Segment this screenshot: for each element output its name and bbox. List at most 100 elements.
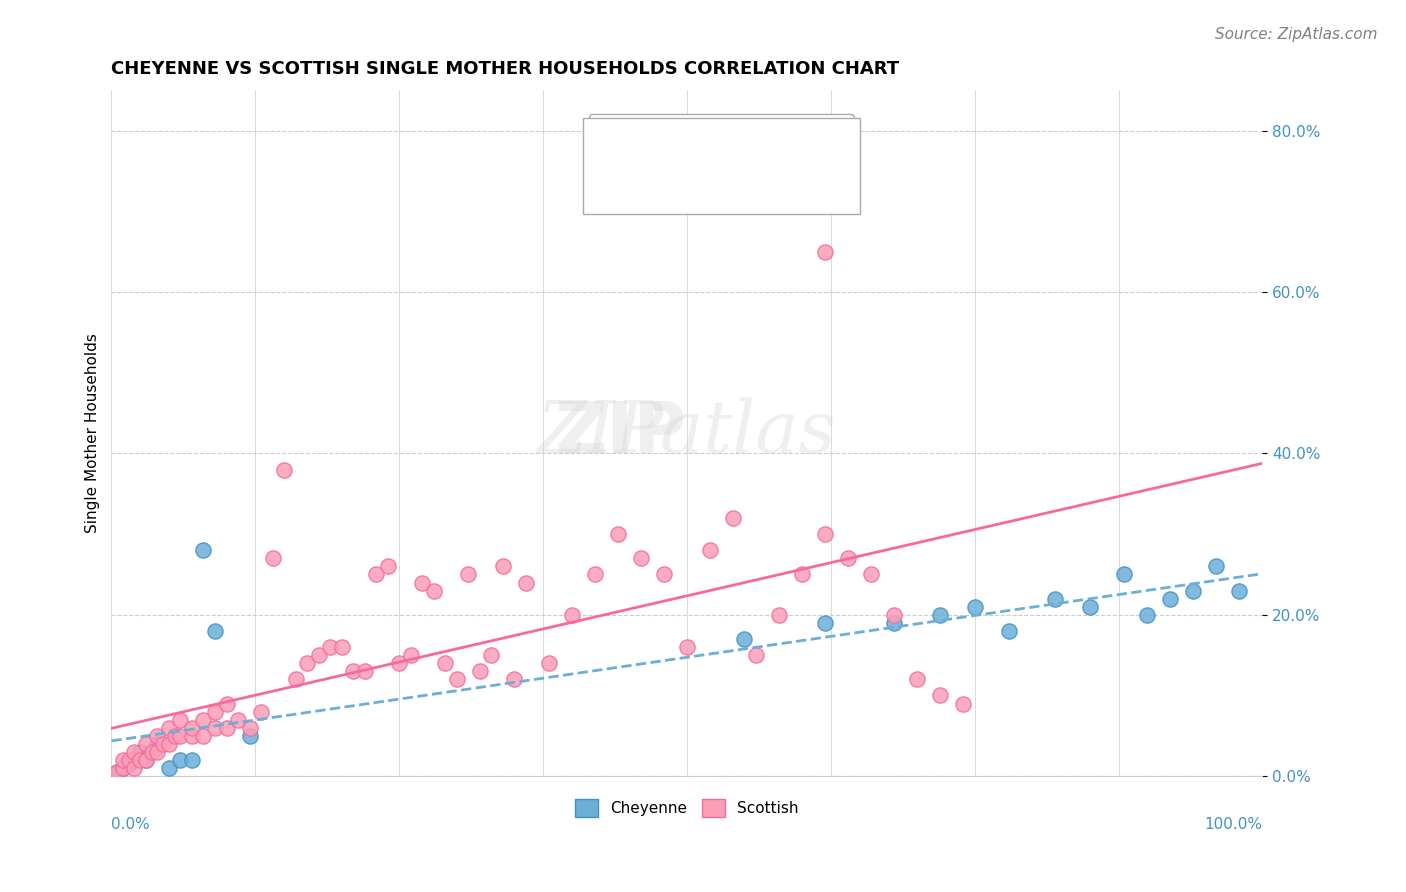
Point bbox=[1114, 567, 1136, 582]
Point bbox=[353, 665, 375, 679]
Point bbox=[262, 551, 284, 566]
Point bbox=[814, 527, 837, 541]
Text: ZIPatlas: ZIPatlas bbox=[537, 398, 837, 468]
Point bbox=[676, 640, 699, 654]
Point bbox=[1205, 559, 1227, 574]
Point bbox=[734, 632, 756, 646]
Point bbox=[699, 543, 721, 558]
Point bbox=[330, 640, 353, 654]
Point bbox=[146, 729, 169, 743]
Point bbox=[790, 567, 813, 582]
Point bbox=[768, 607, 790, 622]
Point bbox=[399, 648, 422, 662]
Point bbox=[215, 721, 238, 735]
Legend: Cheyenne, Scottish: Cheyenne, Scottish bbox=[569, 793, 806, 823]
Point bbox=[284, 673, 307, 687]
Point bbox=[295, 657, 318, 671]
Point bbox=[181, 729, 204, 743]
Text: CHEYENNE VS SCOTTISH SINGLE MOTHER HOUSEHOLDS CORRELATION CHART: CHEYENNE VS SCOTTISH SINGLE MOTHER HOUSE… bbox=[111, 60, 900, 78]
Point bbox=[124, 761, 146, 775]
Point bbox=[561, 607, 583, 622]
Point bbox=[963, 599, 986, 614]
Point bbox=[111, 753, 134, 767]
Point bbox=[105, 765, 128, 780]
Y-axis label: Single Mother Households: Single Mother Households bbox=[86, 334, 100, 533]
Point bbox=[814, 615, 837, 630]
Point bbox=[606, 527, 628, 541]
Point bbox=[1136, 607, 1159, 622]
Point bbox=[1229, 583, 1251, 598]
Point bbox=[860, 567, 883, 582]
Point bbox=[515, 575, 537, 590]
Point bbox=[141, 745, 163, 759]
Point bbox=[457, 567, 479, 582]
Point bbox=[537, 657, 560, 671]
Point bbox=[366, 567, 388, 582]
Point bbox=[998, 624, 1021, 638]
Point bbox=[135, 753, 157, 767]
Point bbox=[929, 607, 952, 622]
Point bbox=[204, 624, 226, 638]
Point bbox=[446, 673, 468, 687]
Point bbox=[468, 665, 491, 679]
Point bbox=[929, 689, 952, 703]
Point bbox=[1045, 591, 1067, 606]
Point bbox=[157, 761, 180, 775]
Point bbox=[479, 648, 502, 662]
Point bbox=[721, 511, 744, 525]
Point bbox=[169, 713, 191, 727]
Point bbox=[105, 765, 128, 780]
Point bbox=[1159, 591, 1181, 606]
Point bbox=[111, 761, 134, 775]
Point bbox=[118, 757, 141, 772]
Text: ZIP: ZIP bbox=[555, 399, 688, 467]
Point bbox=[146, 745, 169, 759]
Point bbox=[342, 665, 364, 679]
Point bbox=[883, 615, 905, 630]
Point bbox=[630, 551, 652, 566]
Point bbox=[204, 705, 226, 719]
Point bbox=[124, 745, 146, 759]
Point bbox=[135, 737, 157, 751]
Point bbox=[583, 567, 606, 582]
Point bbox=[492, 559, 515, 574]
Point bbox=[124, 753, 146, 767]
Point bbox=[135, 753, 157, 767]
Text: 0.0%: 0.0% bbox=[111, 817, 150, 832]
Point bbox=[169, 753, 191, 767]
Point bbox=[193, 543, 215, 558]
Point bbox=[111, 761, 134, 775]
Point bbox=[422, 583, 444, 598]
Point bbox=[204, 721, 226, 735]
Point bbox=[169, 729, 191, 743]
Point bbox=[905, 673, 928, 687]
Point bbox=[434, 657, 457, 671]
Point bbox=[157, 737, 180, 751]
Point bbox=[411, 575, 433, 590]
Point bbox=[377, 559, 399, 574]
Text: 100.0%: 100.0% bbox=[1205, 817, 1263, 832]
Point bbox=[952, 697, 974, 711]
Point bbox=[745, 648, 768, 662]
Point bbox=[226, 713, 249, 727]
Point bbox=[163, 729, 186, 743]
Text: Source: ZipAtlas.com: Source: ZipAtlas.com bbox=[1215, 27, 1378, 42]
Point bbox=[238, 721, 260, 735]
Point bbox=[388, 657, 411, 671]
Point bbox=[308, 648, 330, 662]
Point bbox=[146, 737, 169, 751]
Point bbox=[837, 551, 859, 566]
Point bbox=[652, 567, 675, 582]
Point bbox=[238, 729, 260, 743]
Point bbox=[273, 462, 295, 476]
Point bbox=[883, 607, 905, 622]
Point bbox=[814, 244, 837, 259]
Point bbox=[1078, 599, 1101, 614]
Point bbox=[193, 729, 215, 743]
Point bbox=[152, 737, 174, 751]
Point bbox=[215, 697, 238, 711]
Point bbox=[503, 673, 526, 687]
Point bbox=[319, 640, 342, 654]
FancyBboxPatch shape bbox=[583, 118, 859, 214]
Point bbox=[157, 721, 180, 735]
